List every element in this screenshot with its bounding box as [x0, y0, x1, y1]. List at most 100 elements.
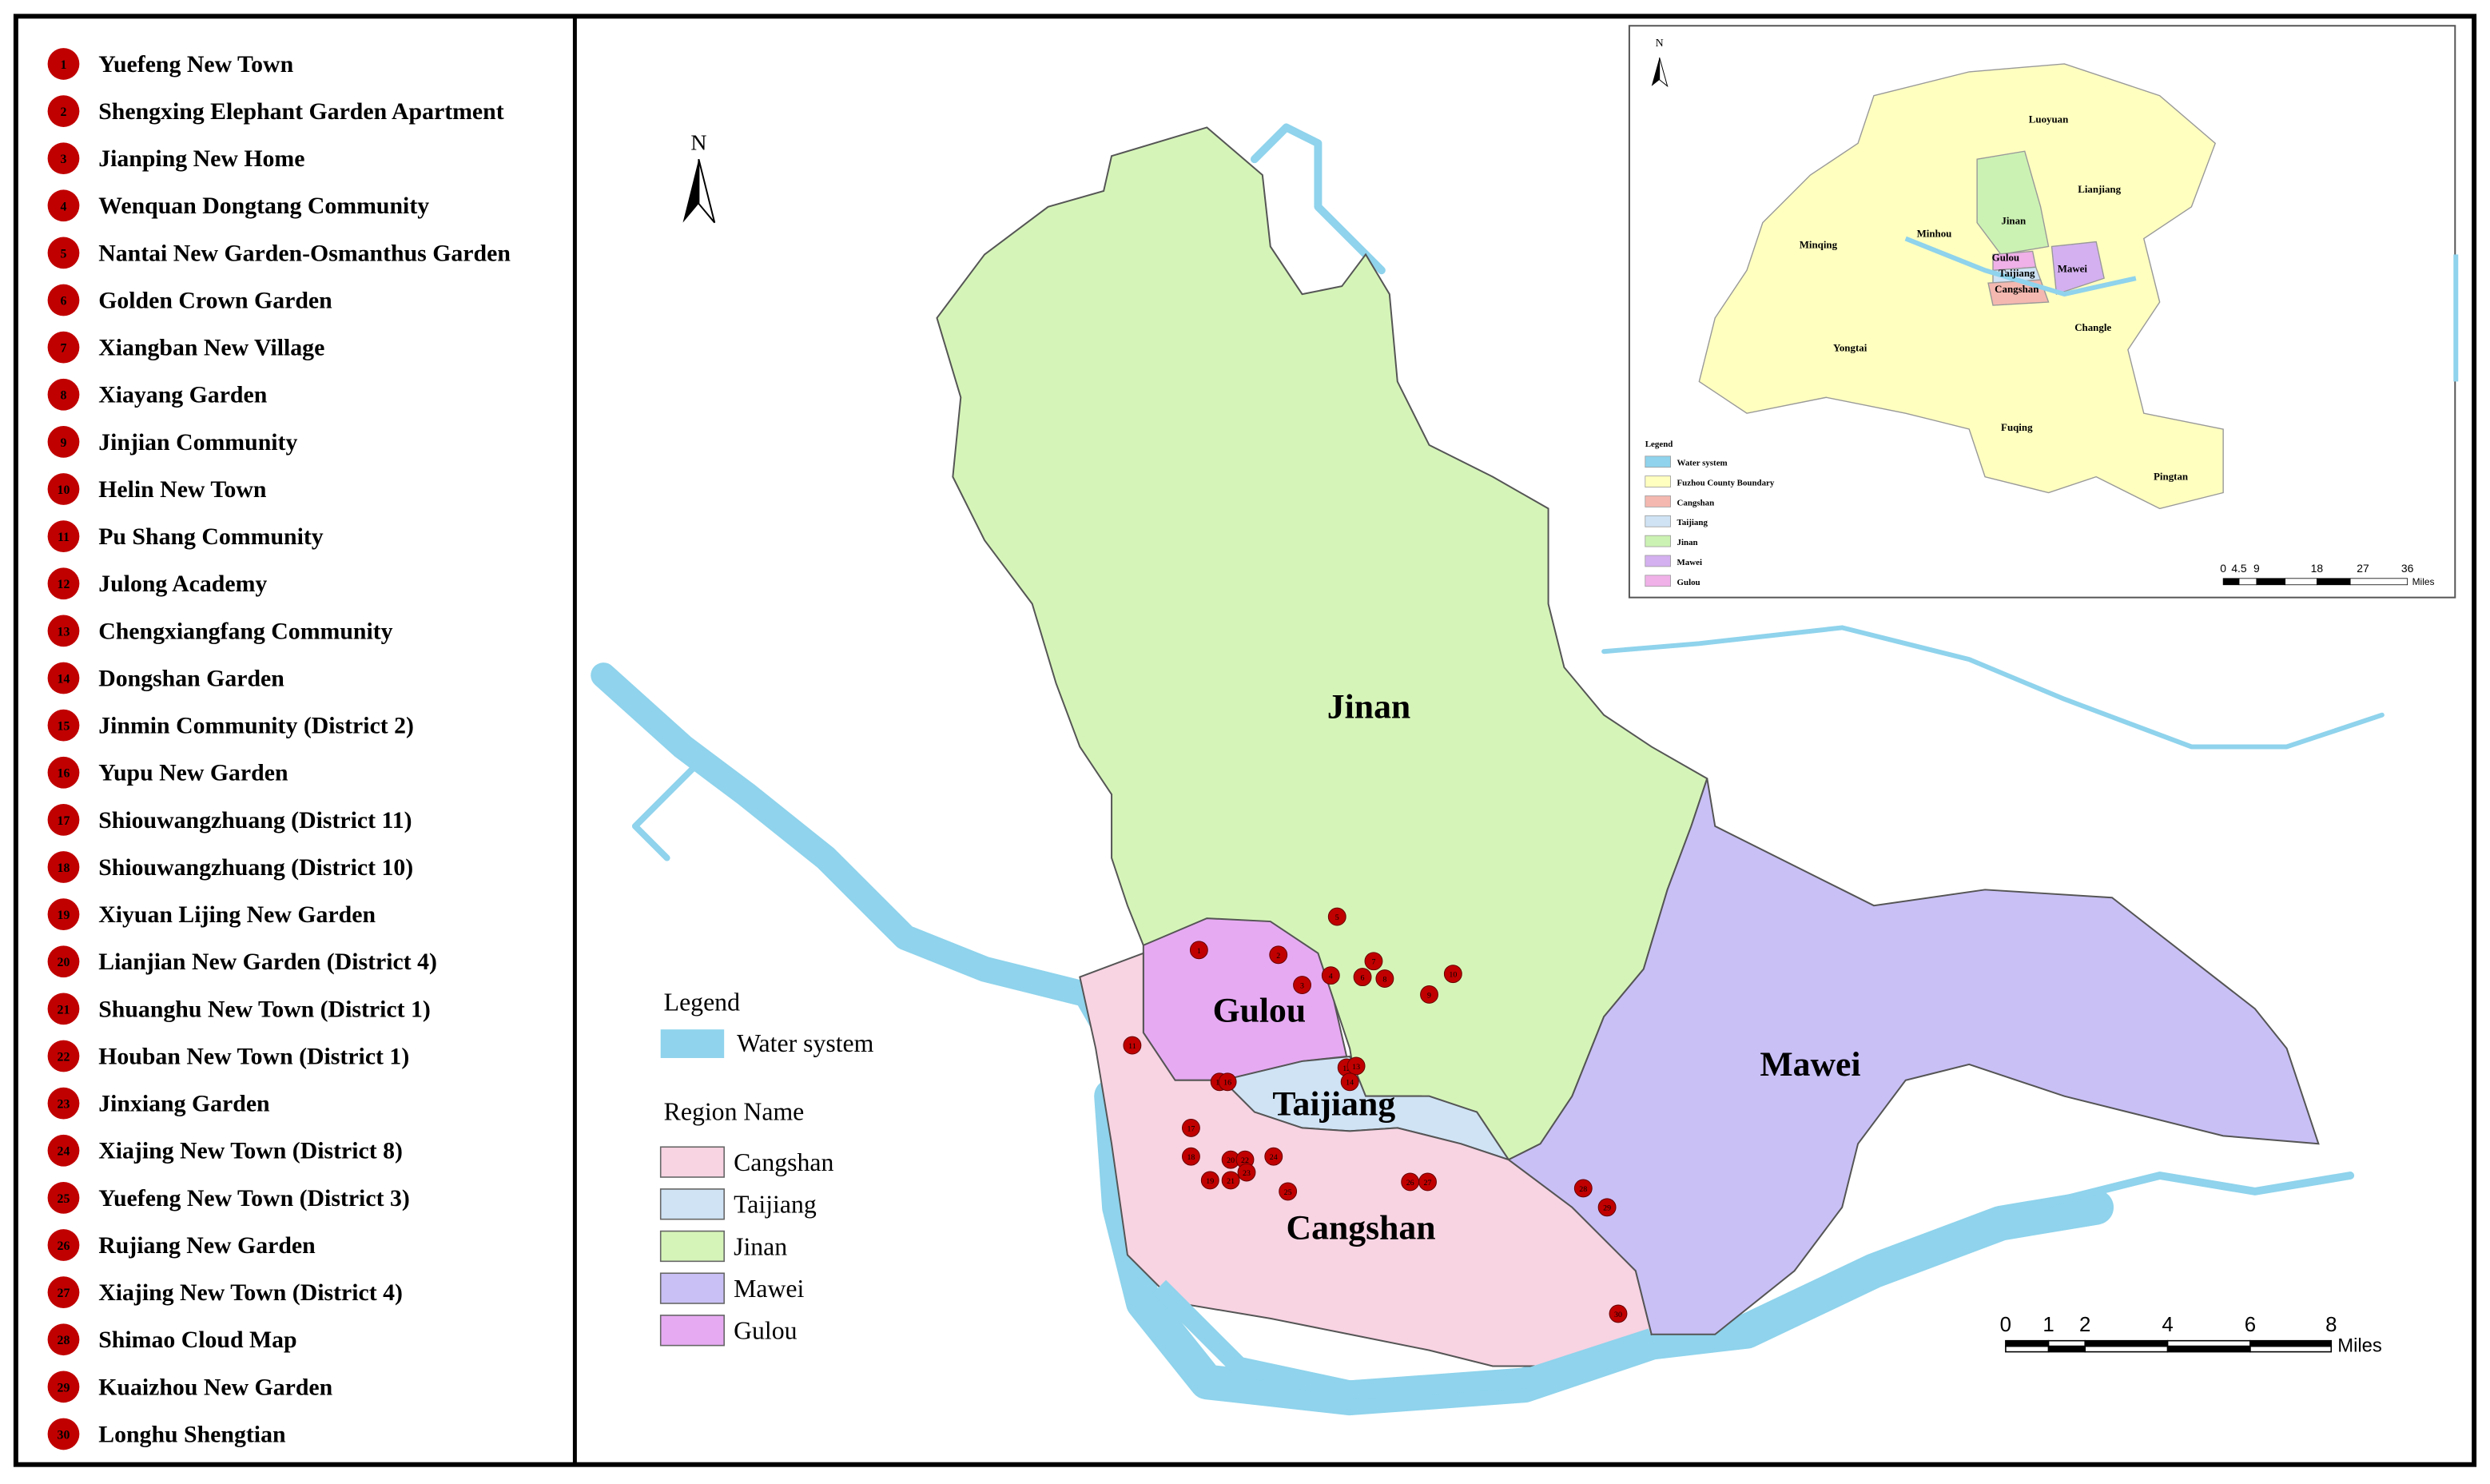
- region-label: Gulou: [1213, 991, 1307, 1029]
- region-label: Taijiang: [1272, 1085, 1395, 1124]
- site-badge: [47, 1040, 80, 1072]
- site-marker-number: 19: [1206, 1177, 1214, 1186]
- site-number: 20: [58, 956, 70, 969]
- site-name: Shimao Cloud Map: [98, 1327, 296, 1353]
- site-badge: [47, 1134, 80, 1167]
- site-marker: [1443, 965, 1462, 984]
- legend-label: Gulou: [734, 1317, 798, 1345]
- site-marker: [1200, 1171, 1219, 1190]
- site-marker-number: 21: [1227, 1177, 1235, 1186]
- inset-label: Pingtan: [2154, 471, 2188, 483]
- legend-title: Legend: [664, 988, 740, 1016]
- inset-scale-label: 4.5: [2231, 562, 2247, 575]
- site-marker: [1293, 976, 1311, 994]
- inset-legend-label: Jinan: [1677, 538, 1698, 547]
- site-number: 19: [58, 909, 70, 922]
- site-badge: [47, 709, 80, 742]
- site-badge: [47, 567, 80, 600]
- site-marker: [1353, 968, 1372, 987]
- inset-label: Taijiang: [1999, 267, 2035, 279]
- site-name: Xiayang Garden: [98, 382, 268, 408]
- site-name: Jinjian Community: [98, 429, 297, 456]
- site-badge: [47, 1181, 80, 1214]
- site-badge: [47, 945, 80, 978]
- legend-label: Jinan: [734, 1232, 787, 1260]
- site-badge: [47, 993, 80, 1025]
- site-badge: [47, 851, 80, 883]
- site-marker: [1340, 1072, 1359, 1092]
- legend-swatch: [659, 1230, 725, 1263]
- region-label: Mawei: [1760, 1045, 1860, 1084]
- site-name: Rujiang New Garden: [98, 1232, 316, 1259]
- site-name: Kuaizhou New Garden: [98, 1374, 332, 1400]
- inset-legend-label: Fuzhou County Boundary: [1677, 479, 1775, 488]
- legend-swatch: [660, 1029, 725, 1058]
- site-marker-number: 25: [1284, 1188, 1292, 1197]
- inset-north-label: N: [1656, 38, 1664, 50]
- site-marker: [1182, 1118, 1200, 1137]
- inset-legend-swatch: [1645, 555, 1671, 567]
- site-marker-number: 11: [1128, 1042, 1136, 1051]
- site-marker-number: 10: [1449, 971, 1457, 980]
- site-number: 16: [58, 767, 70, 781]
- site-name: Jinxiang Garden: [98, 1091, 270, 1117]
- site-badge: [47, 237, 80, 269]
- inset-scale-segment: [2349, 578, 2408, 586]
- site-name: Jinmin Community (District 2): [98, 713, 414, 739]
- legend-subtitle: Region Name: [664, 1097, 805, 1125]
- site-name: Helin New Town: [98, 476, 267, 503]
- site-marker: [1597, 1198, 1617, 1217]
- inset-legend-label: Cangshan: [1677, 498, 1715, 507]
- site-badge: [47, 756, 80, 789]
- inset-label: Lianjiang: [2078, 183, 2121, 195]
- site-badge: [47, 378, 80, 411]
- inset-scale-segment: [2316, 578, 2351, 586]
- site-marker: [1375, 969, 1394, 989]
- scale-segment: [2084, 1345, 2169, 1353]
- site-number: 1: [61, 58, 67, 72]
- scale-segment: [2249, 1345, 2333, 1353]
- site-marker-number: 13: [1352, 1063, 1360, 1072]
- site-marker-number: 24: [1270, 1153, 1278, 1162]
- inset-label: Yongtai: [1833, 342, 1868, 354]
- site-number: 2: [61, 105, 67, 119]
- site-badge: [47, 1371, 80, 1403]
- regions: [936, 126, 2320, 1367]
- site-number: 7: [61, 342, 67, 356]
- site-badge: [47, 520, 80, 553]
- inset-label: Minqing: [1800, 238, 1838, 250]
- site-marker: [1420, 985, 1438, 1004]
- site-number: 4: [61, 200, 67, 213]
- site-number: 15: [58, 720, 70, 734]
- site-marker: [1123, 1036, 1142, 1055]
- site-number: 3: [61, 153, 67, 166]
- site-name: Xiajing New Town (District 8): [98, 1138, 403, 1164]
- site-marker-number: 3: [1300, 982, 1304, 991]
- site-marker-number: 16: [1223, 1079, 1231, 1088]
- site-marker-number: 9: [1427, 991, 1431, 1000]
- site-badge: [47, 804, 80, 836]
- site-badge: [47, 331, 80, 364]
- site-marker-number: 18: [1187, 1153, 1195, 1162]
- inset-label: Mawei: [2058, 262, 2088, 274]
- site-name: Yuefeng New Town: [98, 51, 293, 78]
- inset-legend-label: Mawei: [1677, 558, 1703, 567]
- inset-legend-swatch: [1645, 475, 1671, 487]
- legend-label: Cangshan: [734, 1148, 833, 1176]
- site-marker: [1573, 1179, 1593, 1198]
- site-name: Xiajing New Town (District 4): [98, 1279, 403, 1306]
- site-name: Shiouwangzhuang (District 11): [98, 807, 412, 834]
- site-number: 24: [58, 1145, 70, 1159]
- inset-label: Minhou: [1917, 228, 1952, 240]
- inset-scale-segment: [2238, 578, 2257, 586]
- scale-segment: [2166, 1339, 2251, 1347]
- site-marker: [1221, 1171, 1240, 1190]
- inset-legend-label: Gulou: [1677, 578, 1700, 587]
- scale-segment: [2005, 1345, 2050, 1353]
- site-number: 11: [58, 531, 70, 544]
- site-marker-number: 22: [1241, 1156, 1249, 1165]
- site-marker: [1321, 966, 1340, 985]
- site-name: Yupu New Garden: [98, 760, 288, 786]
- site-marker-number: 4: [1329, 973, 1333, 981]
- inset-legend-swatch: [1645, 495, 1671, 507]
